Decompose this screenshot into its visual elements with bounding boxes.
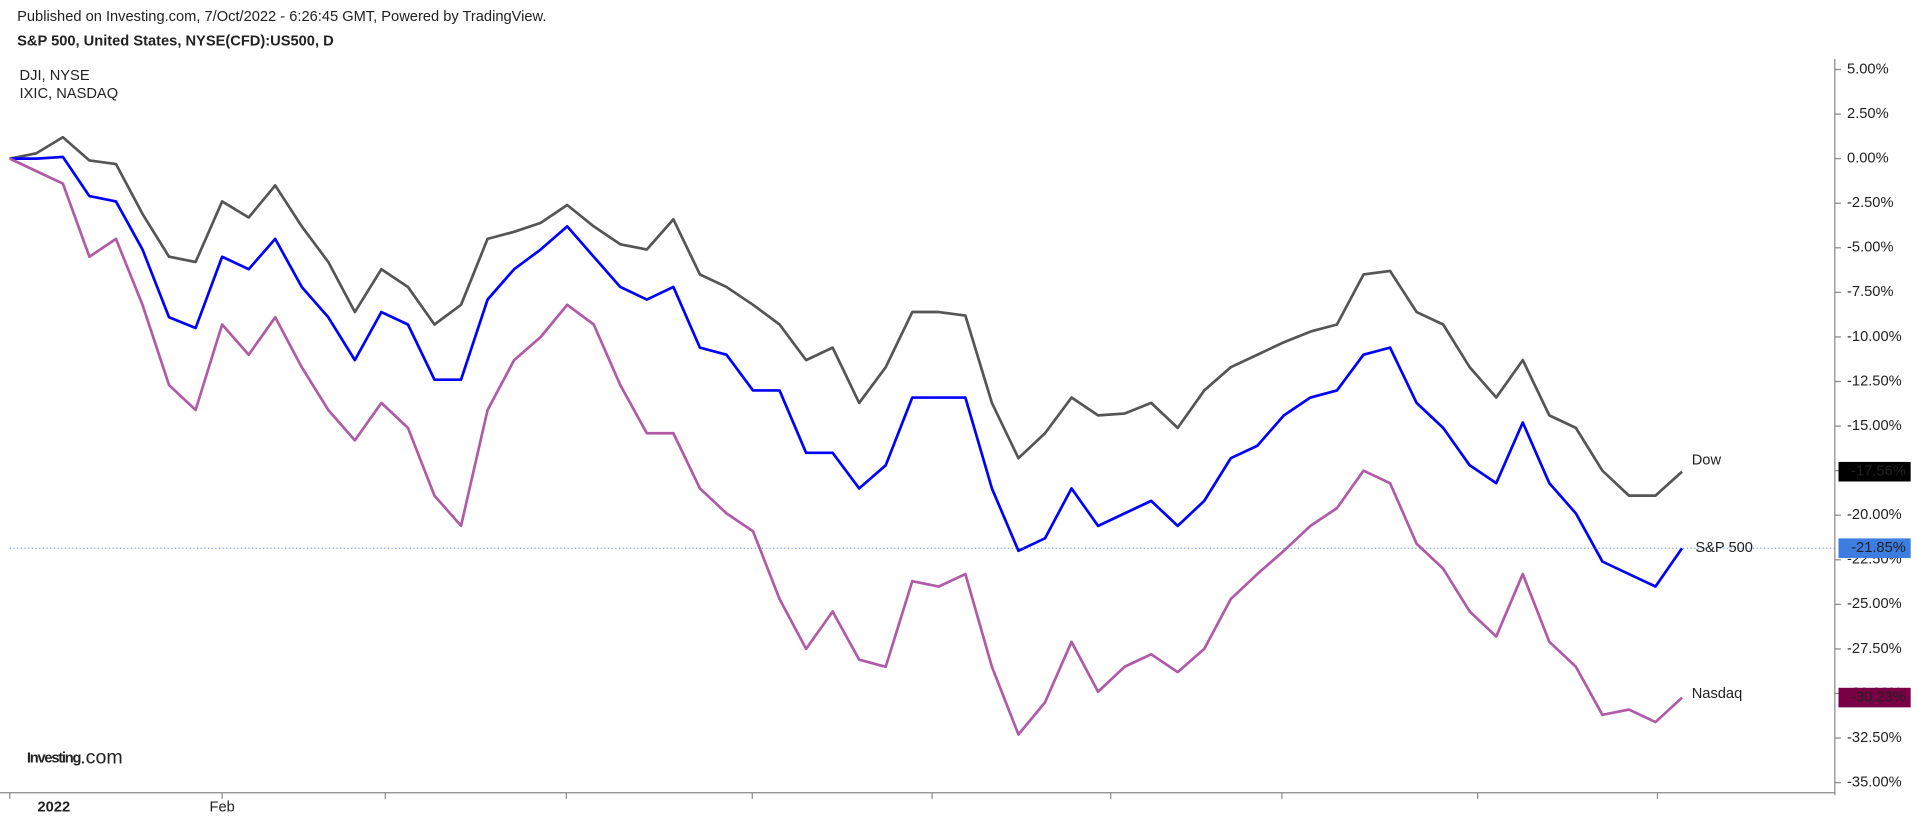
header: Published on Investing.com, 7/Oct/2022 -… [17, 9, 546, 25]
y-tick-label: -27.50% [1847, 641, 1902, 657]
y-tick-label: -15.00% [1847, 418, 1902, 434]
chart-title: S&P 500, United States, NYSE(CFD):US500,… [17, 34, 334, 50]
series-line [9, 135, 1683, 497]
y-tick-label: -5.00% [1847, 240, 1893, 256]
y-tick-label: -20.00% [1847, 507, 1902, 523]
last-value-label: -17.56% [1851, 464, 1906, 480]
y-tick-label: 2.50% [1847, 106, 1889, 122]
last-value-label: -21.85% [1851, 540, 1906, 556]
series-label: Dow [1692, 453, 1722, 469]
series-line [9, 157, 1683, 736]
y-tick-label: -10.00% [1847, 329, 1902, 345]
x-tick-label: Feb [210, 799, 235, 815]
y-tick-label: -12.50% [1847, 373, 1902, 389]
y-tick-label: -35.00% [1847, 774, 1902, 790]
y-tick-label: -25.00% [1847, 596, 1902, 612]
last-value-tag [1838, 687, 1911, 708]
y-tick-label: -32.50% [1847, 730, 1902, 746]
y-tick-label: -2.50% [1847, 195, 1893, 211]
last-value-tag [1838, 461, 1911, 482]
y-tick-label: -7.50% [1847, 284, 1893, 300]
legend-text: DJI, NYSE [20, 68, 90, 84]
series-label: S&P 500 [1695, 540, 1753, 556]
logo: Investing.com [27, 747, 123, 769]
series-line [9, 155, 1684, 588]
legend-text: IXIC, NASDAQ [20, 86, 119, 102]
x-ticks [384, 792, 1659, 799]
last-value-label: -30.23% [1851, 689, 1906, 705]
logo-suffix: .com [80, 747, 122, 769]
series-label: Nasdaq [1692, 686, 1743, 702]
y-tick-label: 5.00% [1847, 61, 1889, 77]
last-value-tag [1838, 538, 1911, 558]
x-tick-label: 2022 [38, 799, 71, 815]
y-tick-label: 0.00% [1847, 151, 1889, 167]
logo-main: Investing [27, 750, 81, 766]
